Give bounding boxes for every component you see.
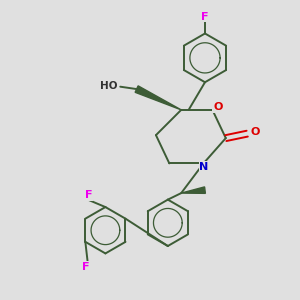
Text: O: O bbox=[251, 127, 260, 137]
Text: F: F bbox=[82, 262, 89, 272]
Text: N: N bbox=[200, 162, 209, 172]
Text: O: O bbox=[213, 103, 223, 112]
Text: F: F bbox=[201, 11, 209, 22]
Polygon shape bbox=[181, 187, 206, 194]
Polygon shape bbox=[135, 86, 181, 110]
Text: F: F bbox=[85, 190, 92, 200]
Text: HO: HO bbox=[100, 81, 117, 91]
